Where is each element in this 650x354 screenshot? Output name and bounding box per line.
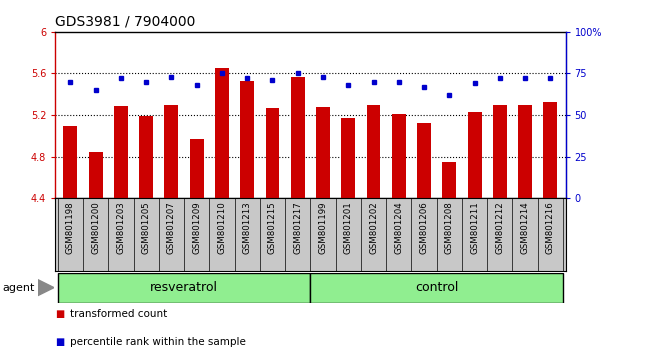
Text: GSM801208: GSM801208 <box>445 201 454 254</box>
Bar <box>139 116 153 198</box>
Bar <box>341 118 355 198</box>
Text: GSM801215: GSM801215 <box>268 201 277 254</box>
Bar <box>240 81 254 198</box>
Text: GSM801212: GSM801212 <box>495 201 504 254</box>
Bar <box>467 112 482 198</box>
Text: GSM801205: GSM801205 <box>142 201 151 254</box>
Bar <box>215 68 229 198</box>
Text: resveratrol: resveratrol <box>150 281 218 294</box>
Bar <box>367 105 380 198</box>
Bar <box>114 106 128 198</box>
Text: GSM801201: GSM801201 <box>344 201 353 254</box>
Text: GSM801198: GSM801198 <box>66 201 75 254</box>
Text: GSM801209: GSM801209 <box>192 201 202 254</box>
Bar <box>316 107 330 198</box>
Text: transformed count: transformed count <box>70 309 167 319</box>
Text: GSM801217: GSM801217 <box>293 201 302 254</box>
Bar <box>88 153 103 198</box>
Text: GSM801213: GSM801213 <box>242 201 252 254</box>
Text: GSM801214: GSM801214 <box>521 201 530 254</box>
Bar <box>392 114 406 198</box>
Text: percentile rank within the sample: percentile rank within the sample <box>70 337 246 347</box>
Bar <box>417 124 431 198</box>
Text: GSM801216: GSM801216 <box>546 201 555 254</box>
Text: GSM801202: GSM801202 <box>369 201 378 254</box>
Text: ■: ■ <box>55 309 64 319</box>
Text: GSM801211: GSM801211 <box>470 201 479 254</box>
Text: agent: agent <box>2 282 34 293</box>
Bar <box>190 139 203 198</box>
Text: GSM801206: GSM801206 <box>419 201 428 254</box>
Bar <box>543 102 557 198</box>
Text: GSM801199: GSM801199 <box>318 201 328 254</box>
Polygon shape <box>38 280 54 296</box>
Text: GSM801207: GSM801207 <box>167 201 176 254</box>
Text: GSM801204: GSM801204 <box>395 201 403 254</box>
Text: GSM801203: GSM801203 <box>116 201 125 254</box>
Bar <box>443 162 456 198</box>
Bar <box>291 76 305 198</box>
Text: control: control <box>415 281 458 294</box>
Text: GSM801210: GSM801210 <box>218 201 226 254</box>
Bar <box>266 108 280 198</box>
Bar <box>164 105 178 198</box>
Text: ■: ■ <box>55 337 64 347</box>
Text: GSM801200: GSM801200 <box>91 201 100 254</box>
Bar <box>518 105 532 198</box>
Bar <box>493 105 507 198</box>
Bar <box>311 273 563 303</box>
Bar <box>64 126 77 198</box>
Text: GDS3981 / 7904000: GDS3981 / 7904000 <box>55 14 196 28</box>
Bar <box>58 273 311 303</box>
